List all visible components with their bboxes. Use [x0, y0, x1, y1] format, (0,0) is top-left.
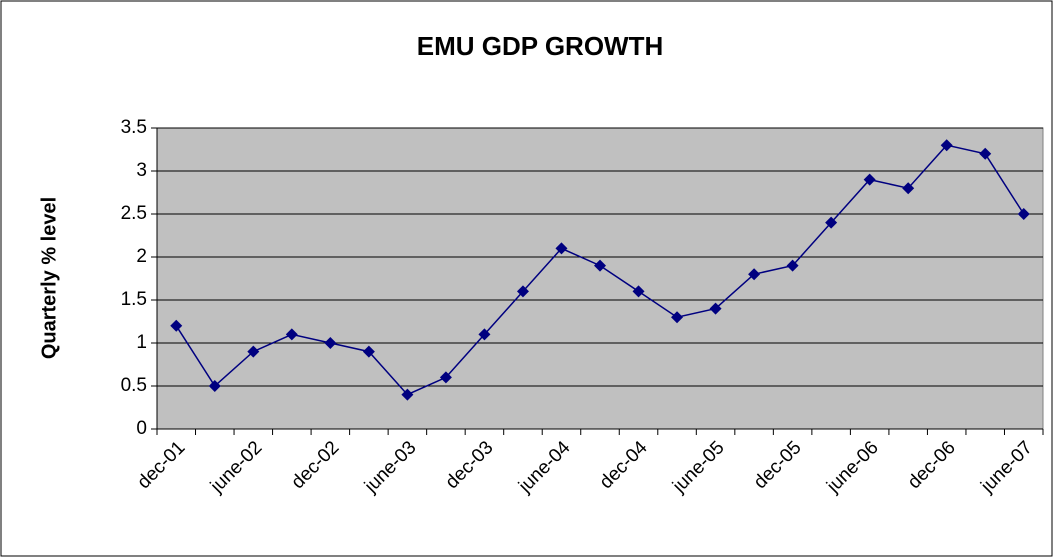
- y-axis-label: Quarterly % level: [38, 197, 60, 359]
- marker: [208, 380, 221, 392]
- marker: [247, 345, 260, 358]
- marker: [863, 173, 876, 186]
- y-tick-label: 1: [136, 332, 147, 353]
- y-tick-label: 2: [136, 246, 147, 267]
- plot-area: [156, 127, 1044, 430]
- marker: [902, 182, 915, 195]
- y-tick-label: 3.5: [121, 117, 147, 138]
- marker: [940, 139, 953, 152]
- marker: [748, 268, 761, 281]
- y-tick-label: 2.5: [121, 203, 147, 224]
- marker: [1017, 208, 1030, 220]
- marker: [671, 311, 684, 324]
- y-tick-label: 1.5: [121, 289, 147, 310]
- marker: [632, 285, 645, 298]
- marker: [362, 345, 375, 358]
- marker: [478, 328, 491, 341]
- y-tick-label: 0.5: [121, 375, 147, 396]
- y-tick-label: 3: [136, 160, 147, 181]
- marker: [170, 319, 183, 332]
- marker: [786, 259, 799, 272]
- marker: [324, 337, 337, 349]
- chart-title: EMU GDP GROWTH: [417, 31, 664, 61]
- marker: [825, 216, 838, 229]
- marker: [594, 259, 606, 272]
- marker: [401, 388, 414, 401]
- marker: [709, 302, 722, 315]
- y-tick-label: 0: [136, 418, 147, 439]
- marker: [439, 371, 452, 384]
- marker: [555, 242, 568, 255]
- marker: [516, 285, 529, 298]
- marker: [979, 147, 992, 160]
- marker: [285, 328, 298, 341]
